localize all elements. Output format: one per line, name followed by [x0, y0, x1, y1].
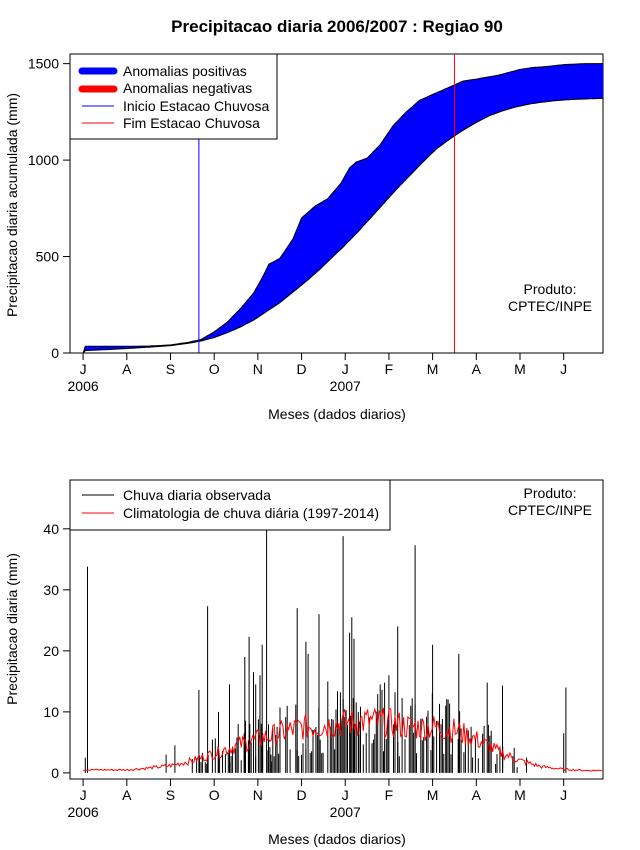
- x-tick-label-bottom: S: [166, 787, 175, 803]
- y-tick-label-top: 500: [36, 249, 60, 265]
- x-tick-label-top: M: [427, 361, 439, 377]
- legend-label-observed: Chuva diaria observada: [123, 487, 271, 503]
- climatology-line: [82, 707, 603, 772]
- source-note-label: Produto:: [524, 281, 577, 297]
- x-year-label-top: 2007: [330, 378, 361, 394]
- chart-title: Precipitacao diaria 2006/2007 : Regiao 9…: [171, 17, 503, 36]
- x-year-label-bottom: 2006: [68, 804, 99, 820]
- x-tick-label-top: M: [514, 361, 526, 377]
- x-tick-label-bottom: A: [122, 787, 132, 803]
- y-tick-label-bottom: 30: [43, 582, 59, 598]
- x-axis-label-top: Meses (dados diarios): [268, 406, 406, 422]
- y-axis-label-bottom: Precipitacao diaria (mm): [4, 553, 20, 705]
- legend-top: Anomalias positivas Anomalias negativas …: [69, 53, 278, 140]
- x-tick-label-top: N: [253, 361, 263, 377]
- x-tick-label-top: D: [296, 361, 306, 377]
- legend-label-start: Inicio Estacao Chuvosa: [123, 98, 270, 114]
- y-tick-label-bottom: 0: [51, 765, 59, 781]
- positive-anomaly-fill: [83, 63, 604, 353]
- y-axis-top: 0 500 1000 1500: [28, 56, 71, 361]
- anomaly-area: [82, 63, 604, 354]
- y-tick-label-top: 1000: [28, 152, 59, 168]
- x-tick-label-top: J: [342, 361, 349, 377]
- x-tick-label-bottom: M: [427, 787, 439, 803]
- legend-bottom: Chuva diaria observada Climatologia de c…: [69, 479, 391, 531]
- x-tick-label-top: A: [122, 361, 132, 377]
- x-axis-label-bottom: Meses (dados diarios): [268, 831, 406, 847]
- x-tick-label-bottom: M: [514, 787, 526, 803]
- y-tick-label-bottom: 10: [43, 704, 59, 720]
- observed-rain-bars: [84, 519, 567, 773]
- x-tick-label-top: S: [166, 361, 175, 377]
- x-tick-label-bottom: N: [253, 787, 263, 803]
- x-tick-label-top: O: [209, 361, 220, 377]
- y-tick-label-top: 0: [51, 345, 59, 361]
- legend-label-climatology: Climatologia de chuva diária (1997-2014): [123, 505, 379, 521]
- observed-cumulative-line: [82, 63, 603, 354]
- x-tick-label-bottom: D: [296, 787, 306, 803]
- y-tick-label-bottom: 40: [43, 521, 59, 537]
- y-axis-label-top: Precipitacao diaria acumulada (mm): [4, 93, 20, 317]
- x-tick-label-bottom: A: [472, 787, 482, 803]
- x-tick-label-top: F: [385, 361, 394, 377]
- x-year-label-bottom: 2007: [330, 804, 361, 820]
- legend-label-end: Fim Estacao Chuvosa: [123, 115, 260, 131]
- x-tick-label-bottom: J: [80, 787, 87, 803]
- x-tick-label-bottom: J: [342, 787, 349, 803]
- y-axis-bottom: 0 10 20 30 40: [43, 521, 71, 781]
- source-note-value: CPTEC/INPE: [508, 298, 592, 314]
- x-tick-label-top: J: [80, 361, 87, 377]
- legend-label-positive: Anomalias positivas: [123, 63, 247, 79]
- x-year-label-top: 2006: [68, 378, 99, 394]
- source-note-value-bottom: CPTEC/INPE: [508, 502, 592, 518]
- x-tick-label-bottom: O: [209, 787, 220, 803]
- source-note-label-bottom: Produto:: [524, 485, 577, 501]
- x-tick-label-top: J: [560, 361, 567, 377]
- legend-box-bottom: [69, 479, 391, 531]
- x-tick-label-top: A: [472, 361, 482, 377]
- x-tick-label-bottom: J: [560, 787, 567, 803]
- y-tick-label-bottom: 20: [43, 643, 59, 659]
- y-tick-label-top: 1500: [28, 56, 59, 72]
- climatology-daily-line: [82, 707, 603, 772]
- x-tick-label-bottom: F: [385, 787, 394, 803]
- climatology-cumulative-line: [82, 97, 603, 354]
- legend-label-negative: Anomalias negativas: [123, 80, 252, 96]
